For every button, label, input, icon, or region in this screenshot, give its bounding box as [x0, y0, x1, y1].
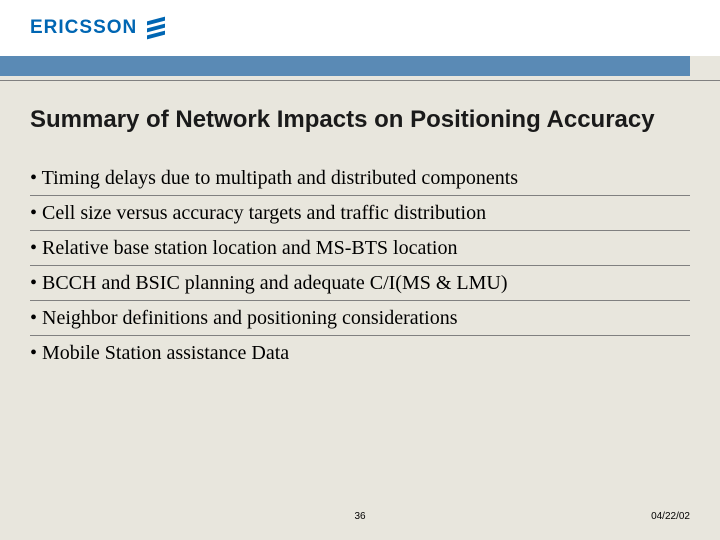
- bullet-item: • Relative base station location and MS-…: [30, 231, 690, 266]
- slide-title: Summary of Network Impacts on Positionin…: [30, 105, 690, 135]
- bullet-item: • Cell size versus accuracy targets and …: [30, 196, 690, 231]
- bullet-item: • Neighbor definitions and positioning c…: [30, 301, 690, 336]
- brand-logo-icon: [147, 17, 165, 40]
- slide-content: Summary of Network Impacts on Positionin…: [0, 81, 720, 370]
- bullet-item: • Mobile Station assistance Data: [30, 336, 690, 370]
- footer-date: 04/22/02: [651, 511, 690, 522]
- page-number: 36: [354, 511, 365, 522]
- bullet-item: • BCCH and BSIC planning and adequate C/…: [30, 266, 690, 301]
- bullet-item: • Timing delays due to multipath and dis…: [30, 161, 690, 196]
- brand-logo-text: ERICSSON: [30, 17, 137, 39]
- header: ERICSSON: [0, 0, 720, 56]
- footer: 36 04/22/02: [0, 511, 720, 522]
- accent-bar: [0, 56, 690, 76]
